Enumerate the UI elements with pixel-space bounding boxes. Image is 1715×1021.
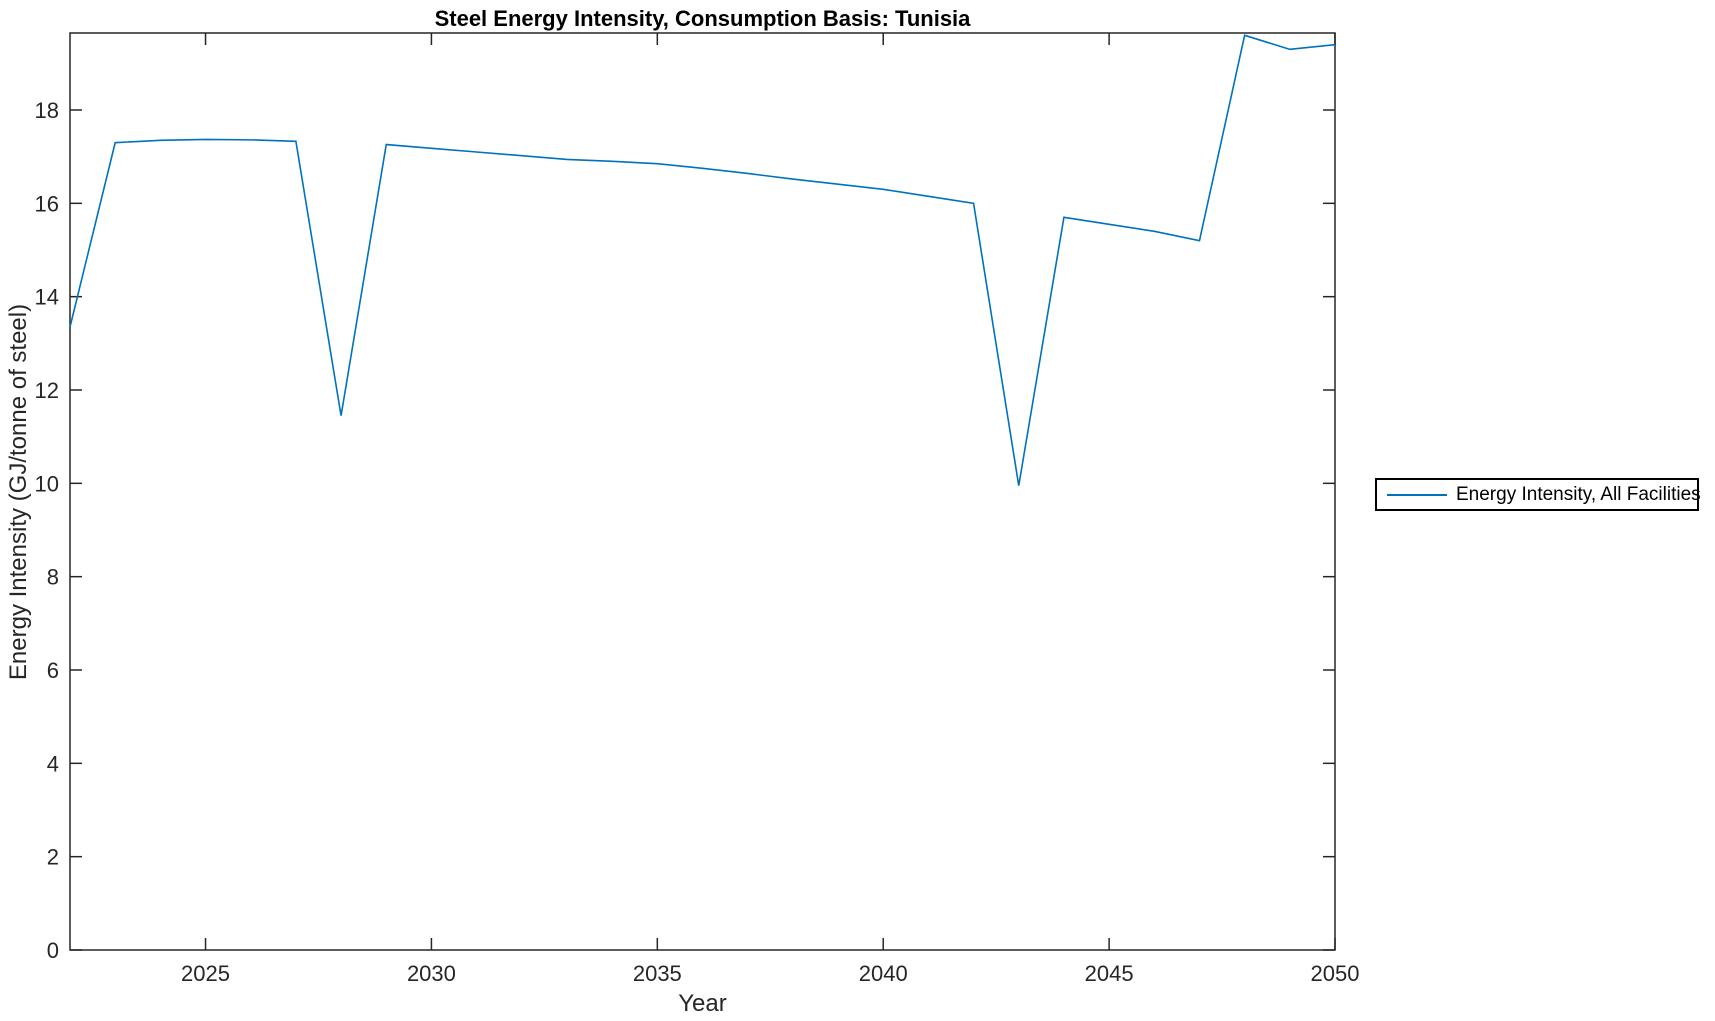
y-tick-label: 16 — [35, 191, 59, 216]
legend-label: Energy Intensity, All Facilities — [1456, 483, 1701, 505]
chart-title: Steel Energy Intensity, Consumption Basi… — [434, 6, 971, 31]
axes-box — [69, 32, 1336, 951]
x-tick-label: 2045 — [1085, 961, 1134, 986]
series-line-energy-intensity-all-facilities — [69, 34, 1336, 486]
y-tick-label: 12 — [35, 378, 59, 403]
x-tick-label: 2040 — [859, 961, 908, 986]
y-tick-label: 0 — [47, 938, 59, 963]
x-axis-label: Year — [678, 990, 727, 1017]
x-tick-label: 2025 — [181, 961, 230, 986]
y-tick-label: 2 — [47, 845, 59, 870]
y-tick-label: 4 — [47, 751, 59, 776]
legend: Energy Intensity, All Facilities — [1375, 478, 1701, 511]
y-tick-label: 8 — [47, 565, 59, 590]
y-tick-label: 18 — [35, 98, 59, 123]
y-tick-label: 6 — [47, 658, 59, 683]
x-tick-label: 2050 — [1311, 961, 1360, 986]
y-tick-label: 14 — [35, 285, 59, 310]
x-tick-label: 2035 — [633, 961, 682, 986]
x-tick-label: 2030 — [407, 961, 456, 986]
y-tick-label: 10 — [35, 471, 59, 496]
legend-line-sample-icon — [1387, 493, 1447, 496]
y-axis-label: Energy Intensity (GJ/tonne of steel) — [5, 303, 32, 681]
